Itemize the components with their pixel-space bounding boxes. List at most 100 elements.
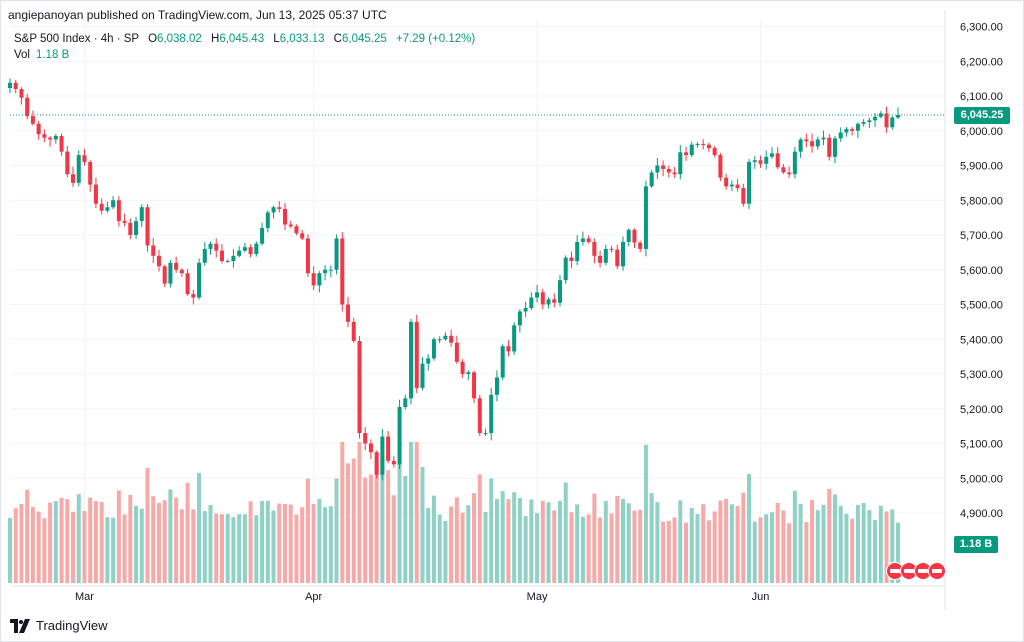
volume-bar xyxy=(827,488,832,583)
volume-bar xyxy=(65,499,70,583)
volume-bar xyxy=(363,477,368,583)
candle-body xyxy=(76,155,81,183)
candle-body xyxy=(592,241,597,256)
volume-value: 1.18 B xyxy=(36,49,70,61)
volume-bar xyxy=(328,506,333,583)
volume-bar xyxy=(351,458,356,583)
x-tick-label: Mar xyxy=(75,591,94,603)
volume-bar xyxy=(890,509,895,583)
candle-body xyxy=(873,116,878,121)
candle-body xyxy=(586,238,591,242)
symbol-name[interactable]: S&P 500 Index · 4h · SP xyxy=(14,33,139,45)
volume-bar xyxy=(248,501,253,583)
candle-body xyxy=(472,372,477,399)
candle-body xyxy=(649,172,654,187)
candle-body xyxy=(557,280,562,303)
volume-bar xyxy=(506,499,511,583)
candle-body xyxy=(449,335,454,343)
volume-bar xyxy=(271,510,276,583)
candle-body xyxy=(191,294,196,298)
candle-body xyxy=(386,436,391,461)
volume-bar xyxy=(59,497,64,583)
volume-bar xyxy=(93,501,98,583)
candle-body xyxy=(202,248,207,263)
volume-bar xyxy=(437,514,442,583)
candle-body xyxy=(477,398,482,434)
candle-body xyxy=(666,168,671,173)
volume-bar xyxy=(185,482,190,583)
candle-body xyxy=(689,144,694,156)
volume-bar xyxy=(237,514,242,583)
volume-bar xyxy=(431,495,436,583)
candle-body xyxy=(288,224,293,227)
candle-body xyxy=(93,184,98,204)
volume-bar xyxy=(122,514,127,583)
volume-bar xyxy=(798,503,803,583)
candle-body xyxy=(552,299,557,303)
volume-bar xyxy=(317,498,322,583)
volume-bar xyxy=(787,523,792,583)
candle-body xyxy=(523,307,528,312)
volume-bar xyxy=(454,497,459,583)
volume-bar xyxy=(769,512,774,583)
candle-body xyxy=(850,129,855,131)
candle-body xyxy=(363,433,368,444)
volume-bar xyxy=(586,514,591,583)
y-tick-label: 6,000.00 xyxy=(960,126,1003,138)
volume-bar xyxy=(615,495,620,583)
volume-bar xyxy=(88,497,93,583)
candle-body xyxy=(368,443,373,453)
tradingview-logo-icon xyxy=(10,618,30,633)
volume-bar xyxy=(374,466,379,583)
candle-body xyxy=(747,162,752,204)
candle-body xyxy=(357,340,362,434)
candle-body xyxy=(409,321,414,399)
candle-body xyxy=(128,222,133,235)
candle-body xyxy=(242,247,247,251)
volume-bar xyxy=(552,510,557,583)
candle-body xyxy=(678,152,683,175)
candle-body xyxy=(758,160,763,164)
volume-bar xyxy=(426,507,431,583)
volume-bars xyxy=(7,442,901,583)
y-tick-label: 6,200.00 xyxy=(960,56,1003,68)
volume-bar xyxy=(466,505,471,583)
volume-bar xyxy=(134,505,139,583)
candle-body xyxy=(277,207,282,209)
volume-bar xyxy=(472,493,477,583)
open-value: 6,038.02 xyxy=(157,33,202,45)
candle-body xyxy=(632,229,637,243)
candle-body xyxy=(695,143,700,145)
volume-label[interactable]: Vol xyxy=(14,49,30,61)
candle-body xyxy=(414,321,419,388)
volume-bar xyxy=(340,442,345,583)
volume-bar xyxy=(855,504,860,583)
candle-body xyxy=(529,297,534,308)
change-value: +7.29 (+0.12%) xyxy=(395,33,476,45)
candle-body xyxy=(884,113,889,128)
volume-bar xyxy=(254,515,259,583)
candle-body xyxy=(88,162,93,185)
candle-body xyxy=(804,139,809,142)
candle-body xyxy=(82,155,87,163)
candle-body xyxy=(638,242,643,249)
candle-body xyxy=(346,304,351,322)
volume-bar xyxy=(712,511,717,583)
candle-body xyxy=(260,228,265,244)
candle-body xyxy=(712,148,717,156)
volume-bar xyxy=(592,493,597,583)
volume-bar xyxy=(557,500,562,583)
candle-body xyxy=(437,339,442,341)
candle-body xyxy=(334,238,339,270)
candle-body xyxy=(460,361,465,374)
us-event-flag-icon[interactable] xyxy=(928,562,946,580)
candle-body xyxy=(535,292,540,298)
y-tick-label: 5,400.00 xyxy=(960,334,1003,346)
volume-bar xyxy=(116,490,121,583)
candle-body xyxy=(53,135,58,140)
candle-body xyxy=(483,433,488,435)
candle-body xyxy=(844,129,849,133)
close-value: 6,045.25 xyxy=(341,33,387,45)
volume-bar xyxy=(563,482,568,583)
